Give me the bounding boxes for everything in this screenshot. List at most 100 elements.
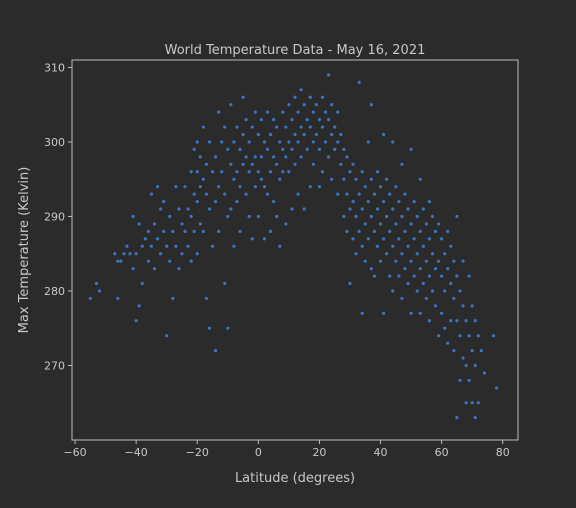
data-point	[345, 229, 349, 233]
data-point	[479, 348, 483, 353]
data-point	[317, 147, 322, 152]
data-point	[388, 192, 392, 196]
data-point	[394, 222, 398, 226]
data-point	[409, 147, 413, 152]
data-point	[421, 281, 425, 286]
data-point	[317, 185, 322, 189]
data-point	[354, 252, 358, 256]
data-point	[152, 267, 157, 271]
data-point	[177, 207, 181, 211]
data-point	[391, 244, 395, 248]
data-point	[446, 267, 450, 271]
data-point	[192, 192, 196, 196]
data-point	[427, 237, 432, 241]
data-point	[406, 281, 410, 286]
data-point	[455, 319, 459, 323]
data-point	[275, 214, 279, 219]
data-point	[189, 259, 193, 263]
data-point	[128, 252, 132, 256]
data-point	[372, 229, 377, 233]
data-point	[299, 88, 303, 92]
data-point	[155, 185, 160, 189]
data-point	[311, 110, 315, 114]
data-point	[385, 214, 389, 219]
data-point	[201, 177, 205, 181]
data-point	[436, 222, 441, 226]
data-point	[433, 229, 438, 233]
y-tick-label: 300	[44, 136, 65, 149]
data-point	[366, 237, 370, 241]
data-point	[372, 274, 377, 278]
data-point	[287, 103, 291, 107]
data-point	[183, 185, 187, 189]
data-point	[195, 170, 199, 174]
data-point	[137, 222, 141, 226]
data-point	[247, 170, 251, 174]
data-point	[210, 244, 215, 248]
data-point	[244, 192, 248, 196]
data-point	[449, 281, 453, 286]
data-point	[455, 214, 459, 219]
data-point	[336, 140, 340, 144]
data-point	[158, 207, 163, 211]
data-point	[375, 207, 380, 211]
data-point	[201, 229, 205, 233]
data-point	[458, 289, 462, 293]
data-point	[381, 311, 386, 315]
data-point	[272, 155, 276, 159]
data-point	[360, 311, 364, 315]
data-point	[134, 252, 138, 256]
data-point	[311, 140, 315, 144]
x-tick-label: 20	[312, 446, 326, 459]
data-point	[351, 237, 355, 241]
data-point	[440, 274, 444, 278]
data-point	[253, 110, 257, 114]
data-point	[330, 103, 334, 107]
data-point	[366, 199, 370, 204]
data-point	[158, 252, 163, 256]
data-point	[351, 162, 355, 166]
data-point	[272, 118, 276, 122]
data-point	[278, 177, 282, 181]
data-point	[250, 125, 254, 129]
data-point	[250, 237, 254, 241]
data-point	[250, 162, 254, 166]
data-point	[412, 237, 416, 241]
data-point	[455, 416, 459, 420]
data-point	[421, 244, 425, 248]
data-point	[116, 259, 120, 263]
data-point	[369, 267, 373, 271]
data-point	[165, 334, 169, 338]
data-point	[381, 237, 386, 241]
data-point	[302, 207, 306, 211]
data-point	[119, 259, 123, 263]
y-tick-label: 290	[44, 210, 65, 223]
data-point	[213, 348, 218, 353]
data-point	[415, 214, 419, 219]
data-point	[394, 259, 398, 263]
data-point	[223, 125, 227, 129]
data-point	[259, 155, 263, 159]
data-point	[299, 155, 303, 159]
data-point	[207, 326, 212, 330]
data-point	[204, 192, 209, 196]
data-point	[409, 222, 413, 226]
data-point	[348, 207, 352, 211]
data-point	[284, 125, 288, 129]
data-point	[433, 304, 438, 308]
data-point	[180, 252, 184, 256]
data-point	[357, 80, 361, 84]
data-point	[412, 199, 416, 204]
data-point	[155, 237, 160, 241]
data-point	[207, 140, 212, 144]
data-point	[189, 170, 193, 174]
data-point	[339, 132, 343, 137]
data-point	[308, 125, 312, 129]
data-point	[473, 363, 477, 368]
data-point	[430, 252, 435, 256]
data-point	[232, 140, 236, 144]
data-point	[247, 140, 251, 144]
data-point	[406, 244, 410, 248]
data-point	[397, 199, 401, 204]
